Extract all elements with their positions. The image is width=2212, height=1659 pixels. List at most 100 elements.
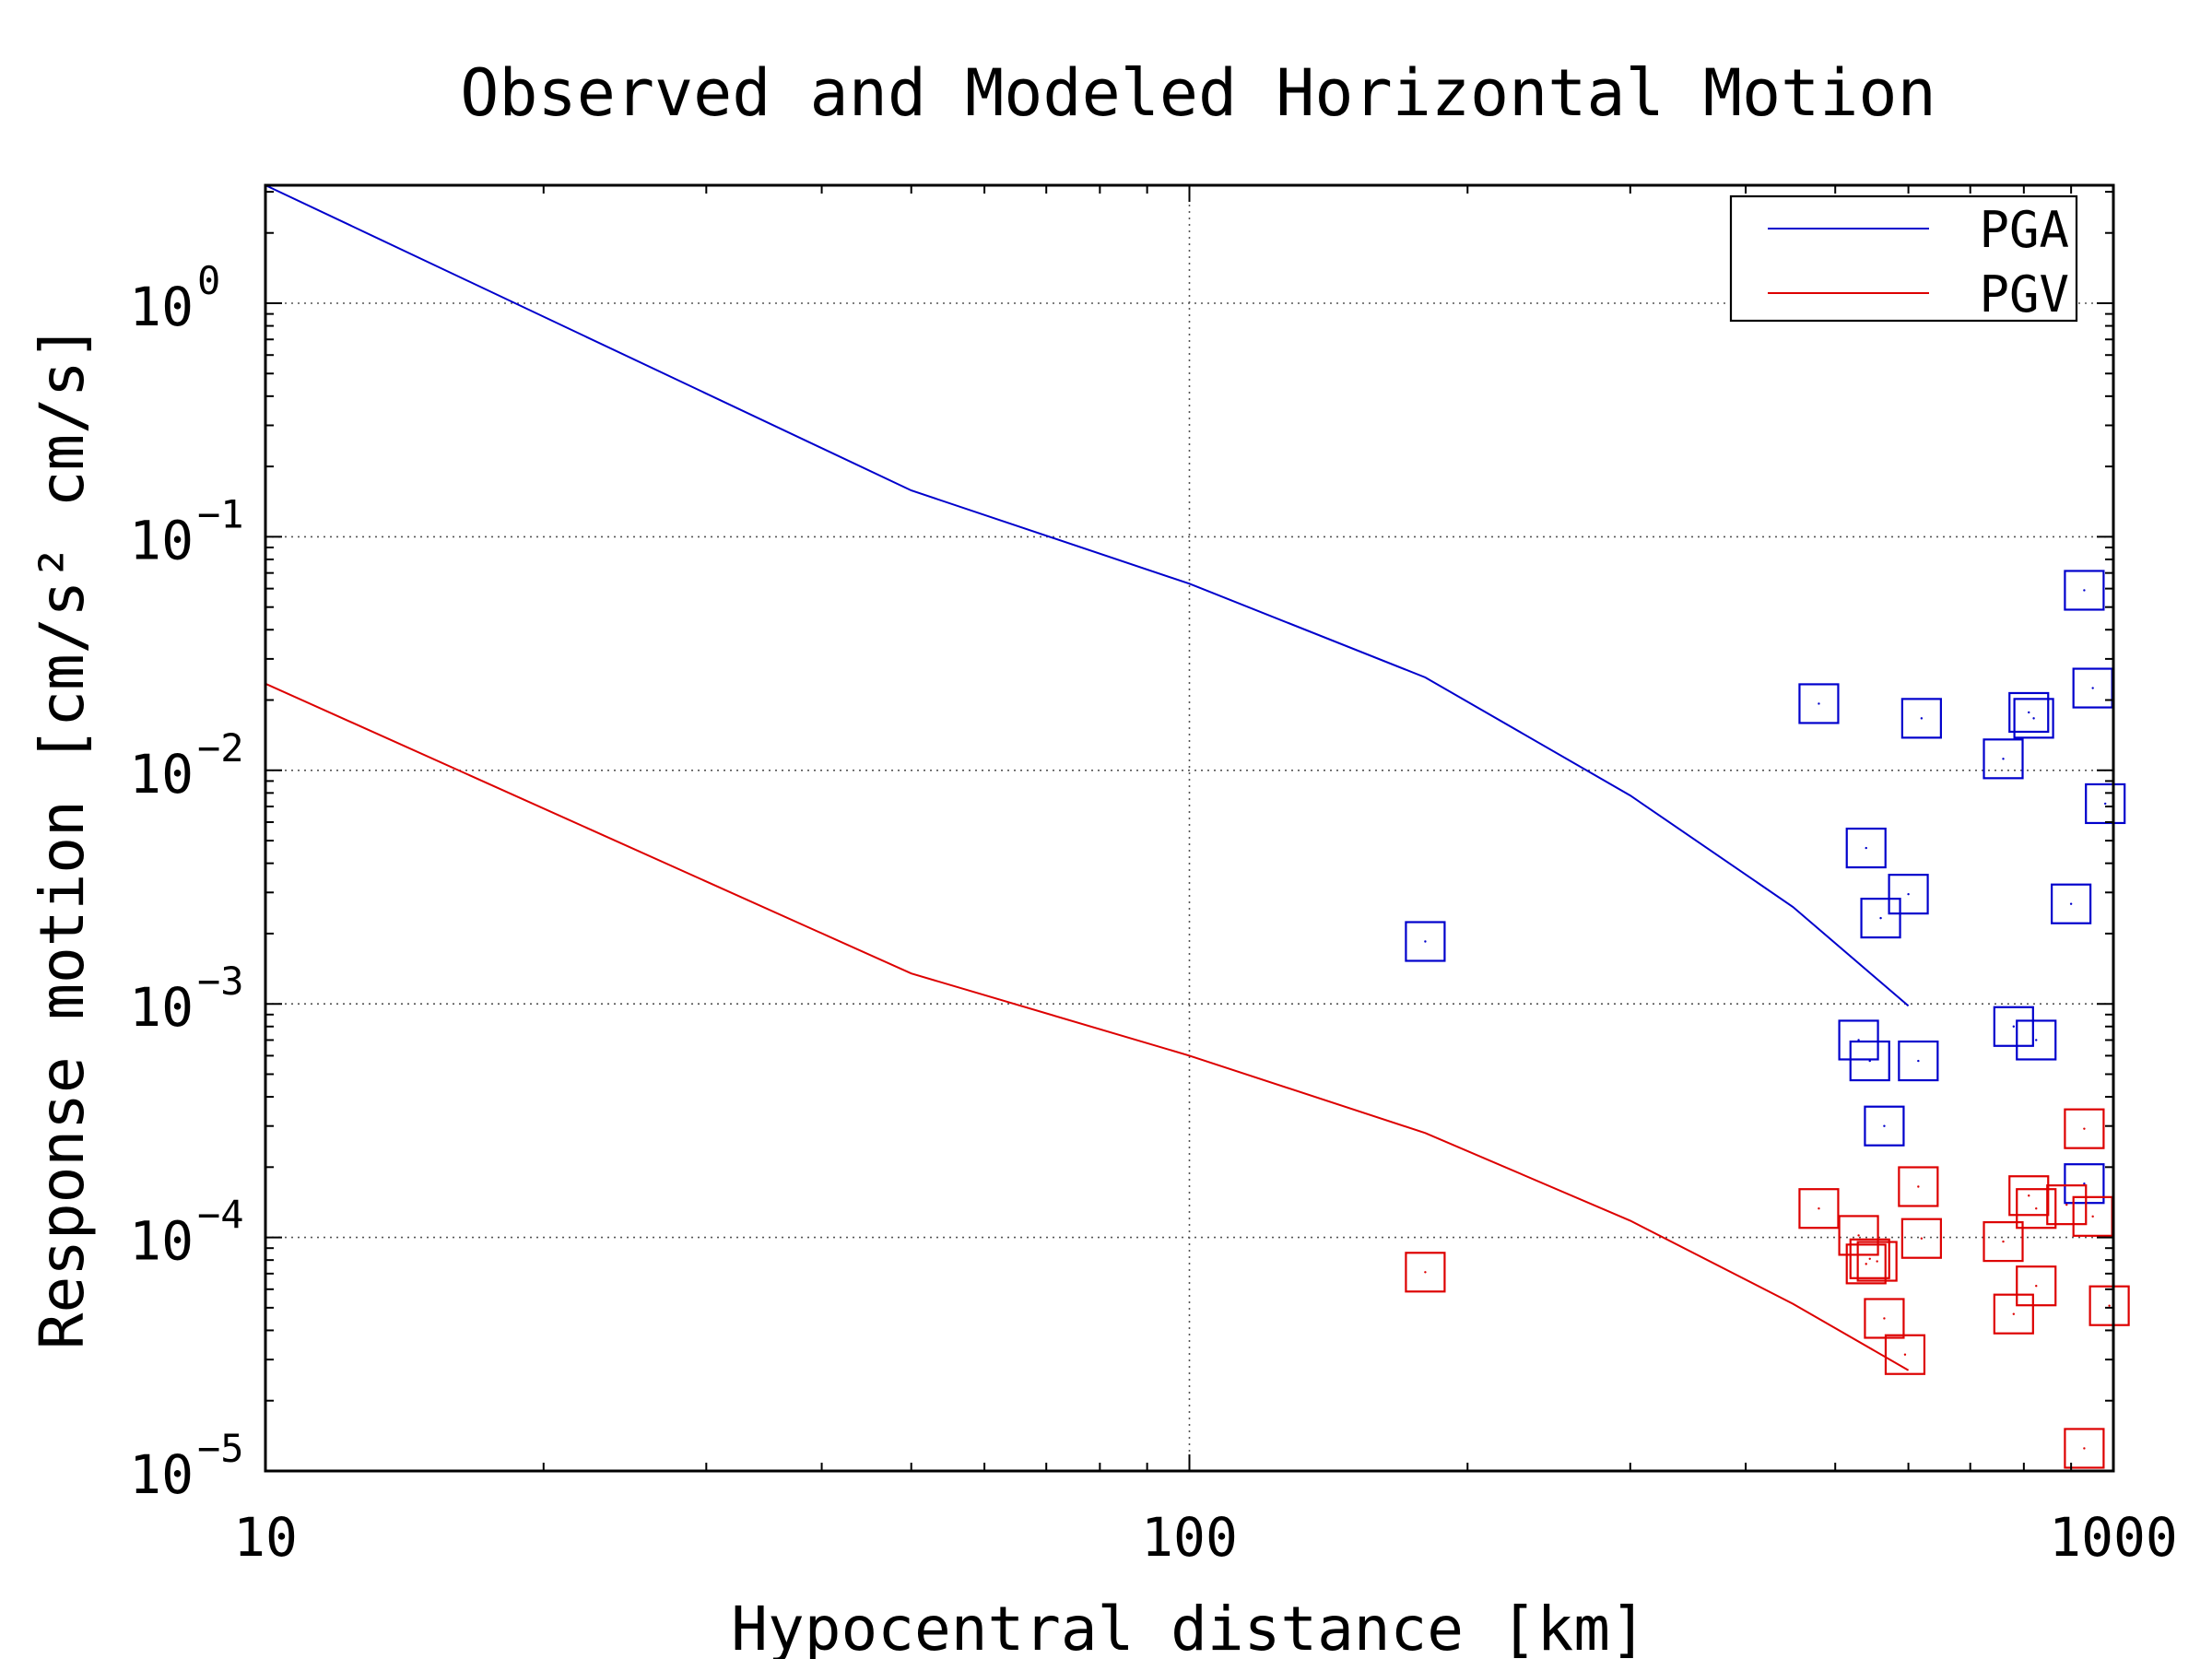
pga-observed-marker bbox=[1993, 1006, 2034, 1047]
pgv-observed-marker bbox=[1983, 1220, 2024, 1263]
pgv-observed-marker bbox=[2064, 1108, 2105, 1149]
pgv-observed-marker bbox=[1900, 1218, 1942, 1259]
pga-observed-point bbox=[2032, 717, 2035, 720]
pga-observed-marker bbox=[1849, 1040, 1890, 1082]
y-tick-exponent: 0 bbox=[197, 258, 220, 303]
pga-observed-point bbox=[2028, 711, 2030, 714]
y-tick-exponent: −1 bbox=[197, 491, 244, 536]
y-axis-label: Response motion [cm/s² cm/s] bbox=[27, 324, 98, 1350]
pgv-observed-point bbox=[2035, 1207, 2038, 1210]
pgv-observed-point bbox=[1857, 1234, 1860, 1237]
x-tick-label: 1000 bbox=[2049, 1506, 2178, 1569]
pga-observed-marker bbox=[2064, 570, 2105, 611]
pgv-observed-point bbox=[1920, 1237, 1924, 1240]
pga-observed-point bbox=[1424, 940, 1427, 943]
pga-observed-marker bbox=[2016, 1019, 2057, 1061]
pgv-observed-point bbox=[2065, 1203, 2068, 1206]
pga-observed-marker bbox=[2008, 691, 2050, 734]
pga-model-line bbox=[265, 184, 1910, 1007]
y-tick-exponent: −5 bbox=[197, 1426, 244, 1471]
pga-observed-point bbox=[2002, 758, 2005, 760]
pga-observed-marker bbox=[1864, 1105, 1905, 1147]
pga-observed-point bbox=[1865, 846, 1867, 850]
y-tick-label: 10 bbox=[129, 976, 194, 1039]
chart-title: Observed and Modeled Horizontal Motion bbox=[460, 55, 1936, 131]
pgv-observed-marker bbox=[1845, 1243, 1887, 1285]
pgv-observed-point bbox=[2091, 1215, 2094, 1218]
pgv-observed-point bbox=[2012, 1312, 2016, 1315]
pga-observed-point bbox=[2083, 589, 2086, 592]
pga-observed-marker bbox=[2051, 883, 2092, 924]
pgv-observed-point bbox=[1917, 1185, 1920, 1188]
pga-observed-point bbox=[1883, 1124, 1886, 1127]
x-tick-label: 10 bbox=[233, 1506, 298, 1569]
pga-observed-point bbox=[1868, 1059, 1871, 1063]
y-tick-label: 10 bbox=[129, 509, 194, 571]
y-tick-label: 10 bbox=[129, 1210, 194, 1273]
pgv-observed-point bbox=[2028, 1194, 2030, 1197]
pgv-observed-point bbox=[2083, 1127, 2086, 1130]
plot-frame bbox=[264, 183, 2115, 1473]
pgv-observed-point bbox=[2083, 1447, 2086, 1450]
pgv-observed-point bbox=[1818, 1207, 1820, 1210]
pga-observed-point bbox=[2069, 902, 2073, 905]
pga-observed-marker bbox=[2064, 1163, 2105, 1205]
pga-observed-marker bbox=[2013, 698, 2054, 739]
y-tick-label: 10 bbox=[129, 743, 194, 806]
pgv-observed-point bbox=[1424, 1271, 1427, 1274]
grid-lines bbox=[265, 185, 2113, 1471]
pgv-observed-marker bbox=[1864, 1298, 1905, 1339]
pga-observed-point bbox=[2104, 802, 2107, 806]
legend-label-pga: PGA bbox=[1979, 201, 2069, 259]
y-tick-exponent: −3 bbox=[197, 959, 244, 1004]
pga-observed-point bbox=[1917, 1059, 1920, 1063]
pgv-observed-marker bbox=[1993, 1293, 2034, 1335]
pgv-observed-point bbox=[1903, 1353, 1907, 1356]
pgv-observed-marker bbox=[2064, 1428, 2105, 1469]
pga-observed-marker bbox=[1860, 898, 1901, 939]
pgv-observed-marker bbox=[1849, 1238, 1890, 1279]
pga-observed-point bbox=[2012, 1025, 2016, 1028]
pga-observed-point bbox=[2083, 1182, 2086, 1185]
pgv-observed-point bbox=[1883, 1317, 1886, 1320]
pgv-observed-point bbox=[2035, 1285, 2038, 1288]
y-tick-exponent: −2 bbox=[197, 725, 244, 771]
x-tick-label: 100 bbox=[1141, 1506, 1238, 1569]
pgv-observed-marker bbox=[1884, 1334, 1926, 1375]
pga-observed-marker bbox=[1838, 1019, 1879, 1061]
pga-observed-point bbox=[2035, 1039, 2038, 1041]
pgv-observed-point bbox=[2002, 1240, 2005, 1243]
pgv-observed-point bbox=[1865, 1263, 1867, 1265]
legend: PGA PGV bbox=[1729, 194, 2078, 324]
y-tick-label: 10 bbox=[129, 276, 194, 338]
pga-observed-marker bbox=[1888, 874, 1929, 915]
pga-observed-point bbox=[1818, 702, 1820, 705]
pgv-observed-marker bbox=[1856, 1241, 1898, 1282]
plot-series bbox=[265, 184, 2130, 1469]
legend-box bbox=[1729, 194, 2078, 323]
pga-observed-point bbox=[2091, 687, 2094, 689]
pgv-observed-marker bbox=[1798, 1188, 1840, 1230]
plot-border bbox=[264, 183, 2115, 1473]
pgv-observed-point bbox=[2108, 1304, 2111, 1307]
pgv-observed-marker bbox=[1898, 1166, 1939, 1207]
pga-observed-marker bbox=[1405, 921, 1446, 962]
pgv-observed-marker bbox=[2016, 1265, 2057, 1307]
pga-observed-marker bbox=[1983, 738, 2024, 780]
pga-observed-marker bbox=[1798, 683, 1840, 724]
y-tick-label: 10 bbox=[129, 1443, 194, 1506]
pga-observed-point bbox=[1879, 916, 1882, 920]
pga-observed-marker bbox=[1900, 698, 1942, 739]
pgv-observed-point bbox=[1876, 1260, 1878, 1263]
pgv-observed-marker bbox=[2088, 1285, 2130, 1326]
pga-observed-marker bbox=[1845, 827, 1887, 869]
pga-observed-point bbox=[1920, 717, 1924, 720]
pgv-observed-point bbox=[1868, 1257, 1871, 1260]
pga-observed-marker bbox=[1898, 1040, 1939, 1082]
pgv-model-line bbox=[265, 682, 1910, 1371]
y-tick-exponent: −4 bbox=[197, 1193, 244, 1238]
pgv-observed-marker bbox=[2016, 1188, 2057, 1230]
pgv-observed-marker bbox=[2046, 1184, 2088, 1226]
